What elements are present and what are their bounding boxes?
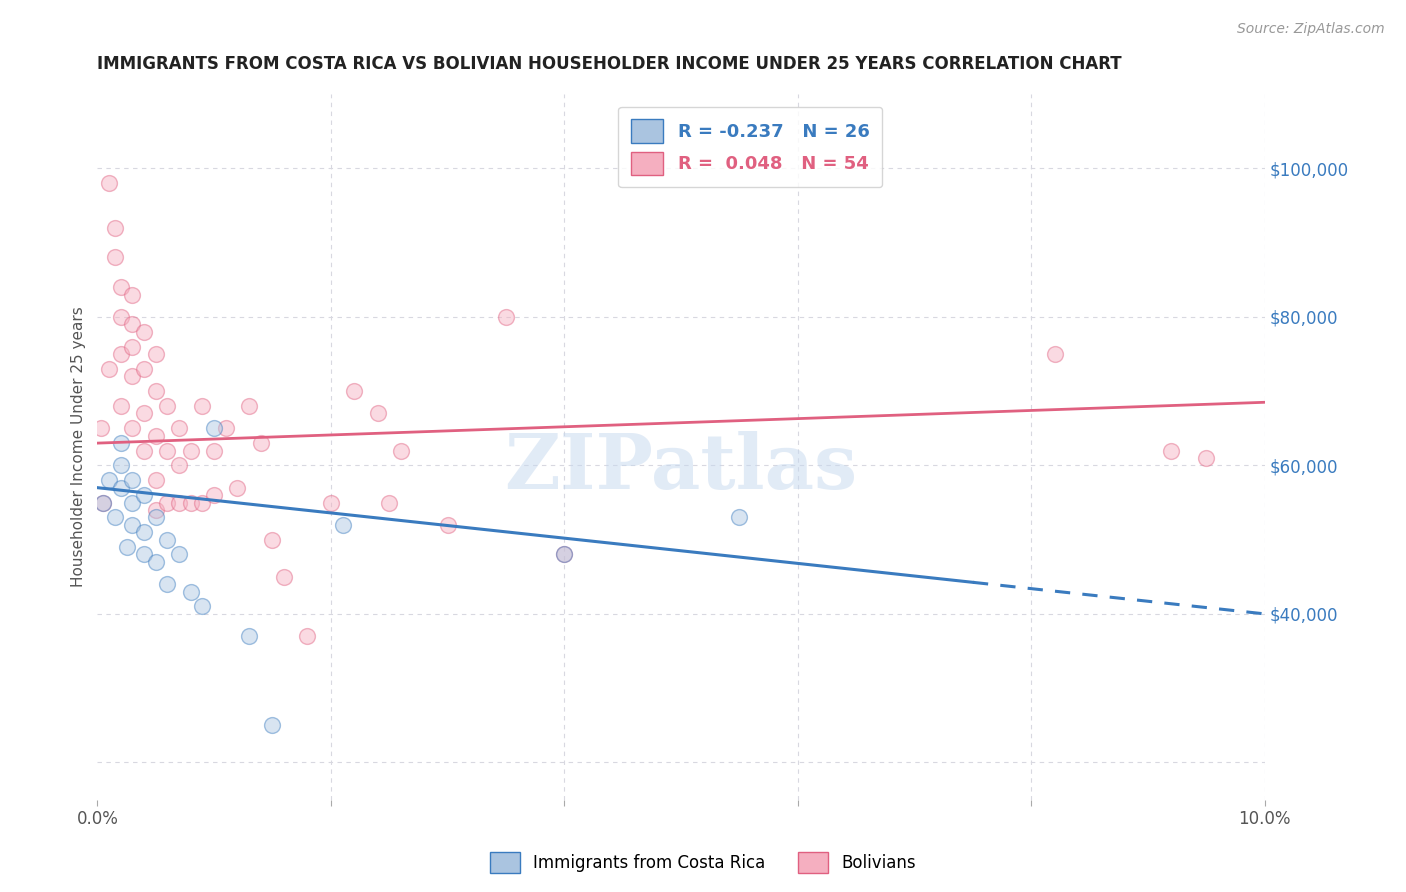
Point [110,458,132,473]
Point [132,488,155,502]
Point [273,570,295,584]
Point [121,340,143,354]
Point [145,347,167,361]
Text: IMMIGRANTS FROM COSTA RICA VS BOLIVIAN HOUSEHOLDER INCOME UNDER 25 YEARS CORRELA: IMMIGRANTS FROM COSTA RICA VS BOLIVIAN H… [97,55,1122,73]
Point [145,503,167,517]
Point [167,458,190,473]
Point [132,362,155,376]
Point [378,495,401,509]
Point [167,495,190,509]
Point [249,436,271,450]
Point [553,548,575,562]
Point [262,718,284,732]
Point [121,495,143,509]
Point [110,436,132,450]
Point [156,495,179,509]
Point [104,251,127,265]
Point [121,473,143,487]
Text: Source: ZipAtlas.com: Source: ZipAtlas.com [1237,22,1385,37]
Point [167,421,190,435]
Point [132,406,155,420]
Point [202,443,225,458]
Point [238,629,260,643]
Legend: R = -0.237   N = 26, R =  0.048   N = 54: R = -0.237 N = 26, R = 0.048 N = 54 [619,107,882,187]
Point [156,533,179,547]
Point [121,287,143,301]
Point [167,548,190,562]
Point [226,481,249,495]
Point [343,384,366,399]
Legend: Immigrants from Costa Rica, Bolivians: Immigrants from Costa Rica, Bolivians [482,846,924,880]
Point [98,473,121,487]
Point [202,488,225,502]
Point [1043,347,1066,361]
Text: ZIPatlas: ZIPatlas [505,431,858,505]
Point [145,384,167,399]
Point [191,399,214,413]
Point [156,577,179,591]
Point [180,584,202,599]
Point [495,310,517,324]
Point [121,421,143,435]
Point [180,495,202,509]
Point [1160,443,1182,458]
Point [156,399,179,413]
Point [191,599,214,614]
Point [156,443,179,458]
Point [389,443,412,458]
Point [110,399,132,413]
Point [121,517,143,532]
Point [110,280,132,294]
Point [115,540,138,554]
Point [104,510,127,524]
Point [132,443,155,458]
Point [436,517,458,532]
Point [297,629,319,643]
Point [121,318,143,332]
Point [110,310,132,324]
Point [332,517,354,532]
Point [1195,450,1218,465]
Point [132,325,155,339]
Point [728,510,751,524]
Point [319,495,342,509]
Point [91,495,114,509]
Point [145,428,167,442]
Point [110,347,132,361]
Point [145,510,167,524]
Point [110,481,132,495]
Point [132,525,155,540]
Point [90,421,112,435]
Point [180,443,202,458]
Point [215,421,238,435]
Point [238,399,260,413]
Point [145,473,167,487]
Point [121,369,143,384]
Point [367,406,389,420]
Point [104,220,127,235]
Point [98,362,121,376]
Point [553,548,575,562]
Point [262,533,284,547]
Point [191,495,214,509]
Point [202,421,225,435]
Point [145,555,167,569]
Y-axis label: Householder Income Under 25 years: Householder Income Under 25 years [72,307,86,587]
Point [98,176,121,190]
Point [91,495,114,509]
Point [132,548,155,562]
